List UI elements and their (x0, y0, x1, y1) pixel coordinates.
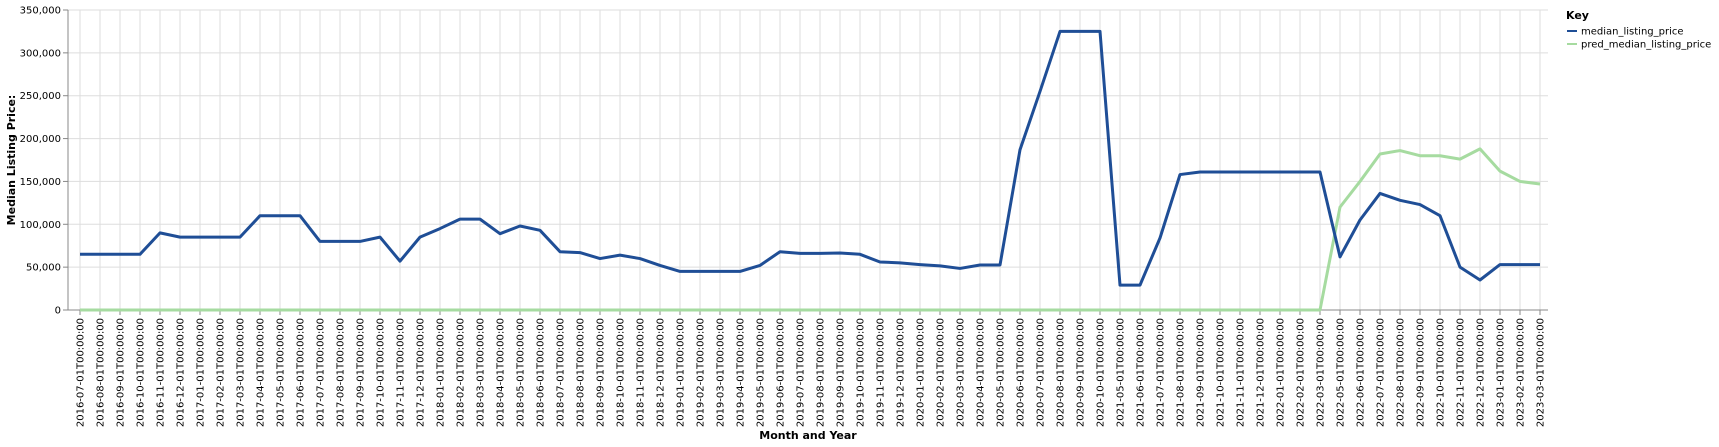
x-tick-label: 2019-02-01T00:00:00 (696, 318, 707, 427)
x-tick-label: 2016-09-01T00:00:00 (116, 318, 127, 427)
x-tick-label: 2021-05-01T00:00:00 (1116, 318, 1127, 427)
x-tick-label: 2020-05-01T00:00:00 (996, 318, 1007, 427)
x-tick-label: 2019-08-01T00:00:00 (816, 318, 827, 427)
x-tick-label: 2017-01-01T00:00:00 (196, 318, 207, 427)
x-tick-label: 2018-03-01T00:00:00 (476, 318, 487, 427)
x-tick-label: 2016-11-01T00:00:00 (156, 318, 167, 427)
x-tick-label: 2021-07-01T00:00:00 (1156, 318, 1167, 427)
x-tick-label: 2019-10-01T00:00:00 (856, 318, 867, 427)
x-tick-label: 2023-03-01T00:00:00 (1536, 318, 1547, 427)
y-axis-title: Median Listing Price: (5, 95, 18, 226)
x-tick-label: 2020-09-01T00:00:00 (1076, 318, 1087, 427)
x-tick-label: 2017-04-01T00:00:00 (256, 318, 267, 427)
x-tick-label: 2022-01-01T00:00:00 (1276, 318, 1287, 427)
x-tick-label: 2018-10-01T00:00:00 (616, 318, 627, 427)
x-tick-label: 2017-06-01T00:00:00 (296, 318, 307, 427)
series-line-median_listing_price (80, 29, 1540, 287)
x-tick-label: 2021-08-01T00:00:00 (1176, 318, 1187, 427)
x-tick-label: 2021-11-01T00:00:00 (1236, 318, 1247, 427)
x-tick-label: 2021-12-01T00:00:00 (1256, 318, 1267, 427)
x-tick-label: 2018-04-01T00:00:00 (496, 318, 507, 427)
x-tick-label: 2019-06-01T00:00:00 (776, 318, 787, 427)
x-tick-label: 2020-06-01T00:00:00 (1016, 318, 1027, 427)
x-tick-label: 2019-07-01T00:00:00 (796, 318, 807, 427)
x-tick-label: 2022-09-01T00:00:00 (1416, 318, 1427, 427)
y-tick-label: 300,000 (20, 48, 61, 59)
x-tick-label: 2022-05-01T00:00:00 (1336, 318, 1347, 427)
legend-title: Key (1566, 9, 1589, 22)
x-tick-label: 2022-08-01T00:00:00 (1396, 318, 1407, 427)
x-tick-label: 2022-06-01T00:00:00 (1356, 318, 1367, 427)
series-lines (80, 29, 1541, 312)
x-tick-label: 2018-07-01T00:00:00 (556, 318, 567, 427)
x-tick-label: 2016-07-01T00:00:00 (76, 318, 87, 427)
x-tick-label: 2018-12-01T00:00:00 (656, 318, 667, 427)
x-tick-label: 2023-01-01T00:00:00 (1496, 318, 1507, 427)
y-tick-label: 0 (55, 306, 61, 317)
x-tick-label: 2018-06-01T00:00:00 (536, 318, 547, 427)
y-axis: 0 50,000 100,000 150,000 200,000 250,000 300,0… (20, 6, 69, 317)
x-tick-label: 2020-02-01T00:00:00 (936, 318, 947, 427)
legend-label: median_listing_price (1581, 27, 1684, 38)
y-tick-label: 50,000 (26, 263, 61, 274)
x-tick-label: 2021-10-01T00:00:00 (1216, 318, 1227, 427)
x-tick-label: 2018-05-01T00:00:00 (516, 318, 527, 427)
x-tick-label: 2019-03-01T00:00:00 (716, 318, 727, 427)
x-tick-label: 2017-05-01T00:00:00 (276, 318, 287, 427)
x-tick-label: 2018-09-01T00:00:00 (596, 318, 607, 427)
x-tick-label: 2022-07-01T00:00:00 (1376, 318, 1387, 427)
x-tick-label: 2019-12-01T00:00:00 (896, 318, 907, 427)
x-tick-label: 2021-09-01T00:00:00 (1196, 318, 1207, 427)
legend: Key median_listing_price pred_median_list… (1566, 9, 1711, 51)
x-axis: 2016-07-01T00:00:00 2016-08-01T00:00:00 20… (68, 309, 1548, 427)
y-tick-label: 100,000 (20, 220, 61, 231)
x-tick-label: 2020-08-01T00:00:00 (1056, 318, 1067, 427)
x-tick-label: 2019-09-01T00:00:00 (836, 318, 847, 427)
x-tick-label: 2017-03-01T00:00:00 (236, 318, 247, 427)
x-tick-label: 2022-12-01T00:00:00 (1476, 318, 1487, 427)
x-tick-label: 2017-09-01T00:00:00 (356, 318, 367, 427)
x-tick-label: 2021-06-01T00:00:00 (1136, 318, 1147, 427)
y-tick-label: 250,000 (20, 91, 61, 102)
x-tick-label: 2018-01-01T00:00:00 (436, 318, 447, 427)
x-tick-label: 2017-10-01T00:00:00 (376, 318, 387, 427)
x-tick-label: 2019-04-01T00:00:00 (736, 318, 747, 427)
x-tick-label: 2020-10-01T00:00:00 (1096, 318, 1107, 427)
series-line-pred_median_listing_price (80, 147, 1541, 312)
x-tick-label: 2017-07-01T00:00:00 (316, 318, 327, 427)
x-axis-title: Month and Year (759, 429, 857, 442)
x-tick-label: 2016-12-01T00:00:00 (176, 318, 187, 427)
x-tick-label: 2016-08-01T00:00:00 (96, 318, 107, 427)
x-tick-label: 2019-05-01T00:00:00 (756, 318, 767, 427)
x-tick-label: 2022-03-01T00:00:00 (1316, 318, 1327, 427)
gridlines (68, 9, 1548, 311)
x-tick-label: 2017-11-01T00:00:00 (396, 318, 407, 427)
x-tick-label: 2022-02-01T00:00:00 (1296, 318, 1307, 427)
x-tick-label: 2023-02-01T00:00:00 (1516, 318, 1527, 427)
x-tick-label: 2022-11-01T00:00:00 (1456, 318, 1467, 427)
y-tick-label: 150,000 (20, 177, 61, 188)
x-tick-label: 2018-02-01T00:00:00 (456, 318, 467, 427)
x-tick-label: 2016-10-01T00:00:00 (136, 318, 147, 427)
x-tick-label: 2020-07-01T00:00:00 (1036, 318, 1047, 427)
x-tick-label: 2018-11-01T00:00:00 (636, 318, 647, 427)
y-tick-label: 350,000 (20, 6, 61, 17)
x-tick-label: 2019-01-01T00:00:00 (676, 318, 687, 427)
x-tick-label: 2017-02-01T00:00:00 (216, 318, 227, 427)
x-tick-label: 2020-03-01T00:00:00 (956, 318, 967, 427)
x-tick-label: 2022-10-01T00:00:00 (1436, 318, 1447, 427)
x-tick-label: 2017-12-01T00:00:00 (416, 318, 427, 427)
legend-label: pred_median_listing_price (1581, 40, 1711, 51)
x-tick-label: 2019-11-01T00:00:00 (876, 318, 887, 427)
x-tick-label: 2018-08-01T00:00:00 (576, 318, 587, 427)
x-tick-label: 2017-08-01T00:00:00 (336, 318, 347, 427)
x-tick-label: 2020-04-01T00:00:00 (976, 318, 987, 427)
x-tick-label: 2020-01-01T00:00:00 (916, 318, 927, 427)
y-tick-label: 200,000 (20, 134, 61, 145)
